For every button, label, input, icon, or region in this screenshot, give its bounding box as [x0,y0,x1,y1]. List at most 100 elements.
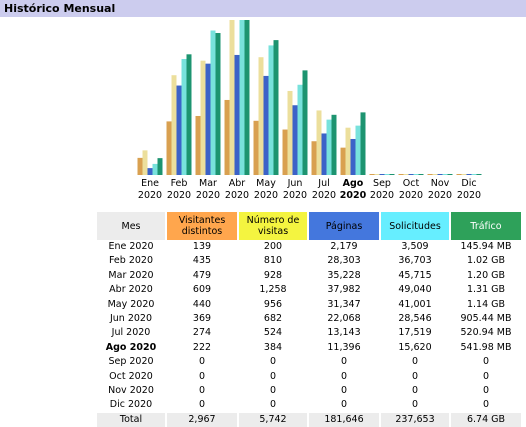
month-year: 2020 [128,255,154,267]
x-year-label: 2020 [254,190,278,201]
month-year: 2020 [129,385,154,397]
month-cell: Jul 2020 [97,326,165,340]
month-cell: Nov 2020 [97,384,165,398]
x-month-label: May [256,178,276,189]
month-name: Sep [108,356,127,368]
total-row: Total 2,967 5,742 181,646 237,653 6.74 GB [97,412,521,427]
column-header: Páginas [309,212,379,240]
bar [427,174,433,175]
table-row: Abr 2020 609 1,258 37,982 49,040 1.31 GB [97,283,521,297]
header-row: Mes Visitantes distintos Número de visitas… [97,212,521,240]
value-cell: 36,703 [398,255,432,267]
value-cell: 139 [192,241,212,252]
month-name: Jun [109,313,125,325]
bar [340,147,346,175]
monthly-table: Mes Visitantes distintos Número de visitas… [95,212,523,427]
value-cell: 435 [192,255,212,267]
month-year: 2020 [129,269,154,281]
value-cell: 1.14 GB [466,298,506,310]
value-cell: 1.31 GB [466,284,506,296]
month-cell: Ene 2020 [97,240,165,254]
bar [273,40,279,175]
total-cell: 2,967 [167,412,237,427]
value-cell: 37,982 [327,284,361,296]
month-name: Mar [108,269,127,281]
total-cell: 6.74 GB [451,412,521,427]
value-cell: 41,001 [398,298,432,310]
table-row: Jun 2020 369 682 22,068 28,546 905.44 MB [97,312,521,326]
value-cell: 0 [482,370,490,382]
bar [258,57,264,176]
value-cell: 0 [482,356,490,368]
value-cell: 609 [192,284,212,296]
table-row: Oct 2020 0 0 0 0 0 [97,370,521,384]
bar [166,121,172,175]
x-year-label: 2020 [428,190,452,201]
month-cell: Feb 2020 [97,254,165,268]
month-year: 2020 [129,241,154,252]
value-cell: 45,715 [398,269,432,281]
value-cell: 15,620 [398,341,432,353]
month-cell: Mar 2020 [97,269,165,283]
month-cell: Jun 2020 [97,312,165,326]
month-name: May [107,298,128,310]
table-row: Jul 2020 274 524 13,143 17,519 520.94 MB [97,326,521,340]
value-cell: 369 [192,313,212,325]
value-cell: 524 [263,327,283,339]
bar [200,60,206,176]
bar [398,174,404,175]
bar [137,157,143,175]
column-header: Solicitudes [381,212,449,240]
bar [297,84,303,175]
bar [360,112,366,175]
bar [456,174,462,175]
bar [350,138,356,175]
value-cell: 13,143 [327,327,361,339]
x-year-label: 2020 [312,190,336,201]
bar [210,30,216,175]
month-cell: Abr 2020 [97,283,165,297]
bar [147,168,153,175]
bar [224,99,230,175]
bar [234,54,240,176]
table-row: Nov 2020 0 0 0 0 0 [97,384,521,398]
total-cell: 237,653 [381,412,449,427]
value-cell: 541.98 MB [460,341,512,353]
bar [205,63,211,176]
bar [287,90,293,175]
x-year-label: 2020 [370,190,394,201]
month-cell: Dic 2020 [97,398,165,412]
column-header: Visitantes distintos [167,212,237,240]
bar [152,163,158,175]
value-cell: 35,228 [327,269,361,281]
month-name: Feb [108,255,126,267]
column-header: Tráfico [451,212,521,240]
value-cell: 17,519 [398,327,432,339]
bar [418,174,424,175]
bar [292,105,298,175]
bar [345,127,351,175]
table-row: Ago 2020 222 384 11,396 15,620 541.98 MB [97,341,521,355]
table-row: Mar 2020 479 928 35,228 45,715 1.20 GB [97,269,521,283]
value-cell: 22,068 [327,313,361,325]
bar [157,158,163,175]
table-row: May 2020 440 956 31,347 41,001 1.14 GB [97,298,521,312]
table-row: Ene 2020 139 200 2,179 3,509 145.94 MB [97,240,521,254]
month-year: 2020 [128,284,153,296]
value-cell: 0 [411,370,419,382]
bar [447,174,453,175]
month-cell: Sep 2020 [97,355,165,369]
bar [389,174,395,175]
x-year-label: 2020 [340,190,367,201]
bar [142,150,148,175]
bar [316,110,322,175]
value-cell: 28,303 [327,255,361,267]
month-name: Oct [109,370,126,382]
value-cell: 440 [192,298,212,310]
month-name: Nov [108,385,127,397]
x-month-label: Nov [431,178,450,189]
value-cell: 145.94 MB [460,241,512,252]
value-cell: 905.44 MB [460,313,512,325]
value-cell: 682 [263,313,283,325]
